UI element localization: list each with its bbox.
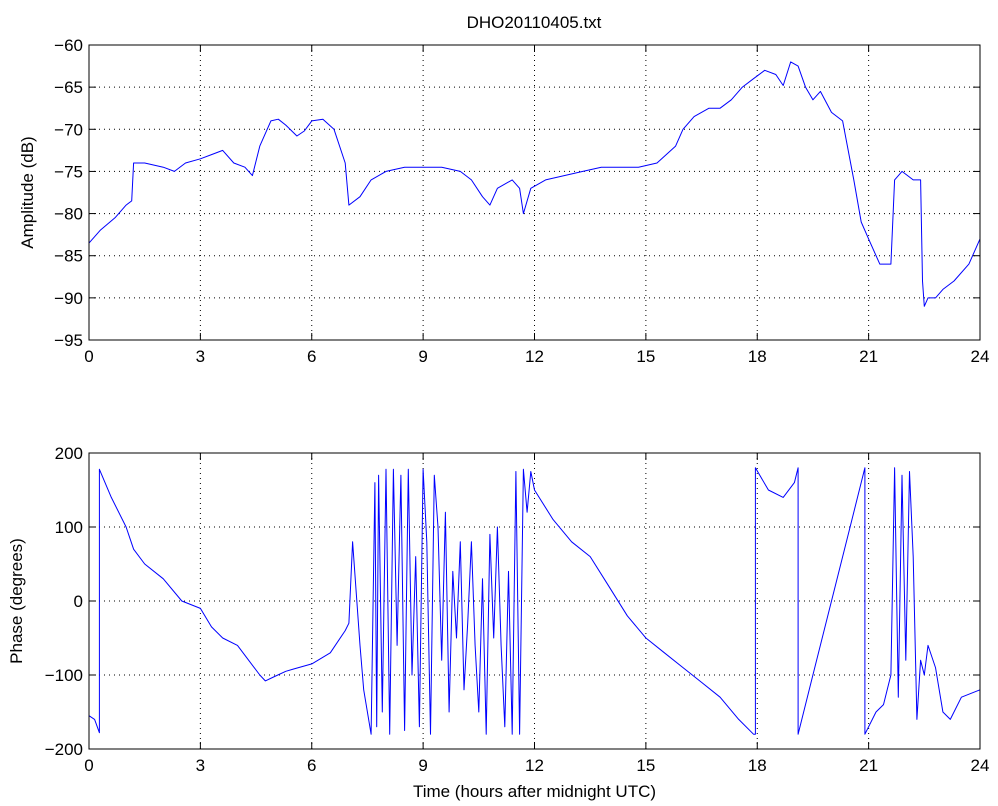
amplitude-chart: 0 3 6 9 12 15 18 21 24 −95 −90 −85 −80 −75 −70 −65 −60 Am…	[18, 36, 989, 366]
amplitude-x-tick-label: 6	[307, 347, 316, 366]
amplitude-x-tick-label: 0	[84, 347, 93, 366]
amplitude-x-tick-label: 12	[525, 347, 544, 366]
amplitude-x-tick-label: 18	[748, 347, 767, 366]
phase-x-tick-label: 9	[418, 756, 427, 775]
amplitude-y-tick-label: −60	[54, 36, 83, 55]
amplitude-x-tick-label: 24	[971, 347, 990, 366]
phase-x-axis-label: Time (hours after midnight UTC)	[413, 782, 656, 801]
phase-y-tick-label: 100	[55, 518, 83, 537]
phase-y-axis-label: Phase (degrees)	[7, 538, 26, 664]
amplitude-series-line	[88, 61, 981, 307]
amplitude-y-tick-label: −90	[54, 289, 83, 308]
phase-y-tick-label: −200	[45, 740, 83, 759]
phase-series-line	[88, 467, 981, 735]
phase-y-tick-label: −100	[45, 666, 83, 685]
amplitude-x-tick-label: 15	[636, 347, 655, 366]
phase-x-tick-label: 24	[971, 756, 990, 775]
amplitude-y-tick-label: −70	[54, 120, 83, 139]
amplitude-y-axis-label: Amplitude (dB)	[18, 136, 37, 248]
amplitude-y-tick-label: −75	[54, 162, 83, 181]
phase-x-tick-label: 15	[636, 756, 655, 775]
phase-x-tick-label: 6	[307, 756, 316, 775]
amplitude-y-tick-label: −65	[54, 78, 83, 97]
phase-x-tick-label: 21	[859, 756, 878, 775]
amplitude-y-tick-label: −85	[54, 247, 83, 266]
phase-x-tick-label: 3	[196, 756, 205, 775]
amplitude-x-tick-label: 21	[859, 347, 878, 366]
amplitude-x-tick-label: 3	[196, 347, 205, 366]
phase-chart: 0 3 6 9 12 15 18 21 24 −200 −100 0 100 200 Phase (degr…	[7, 444, 989, 801]
amplitude-y-tick-label: −80	[54, 205, 83, 224]
phase-y-tick-label: 0	[74, 592, 83, 611]
amplitude-x-tick-label: 9	[418, 347, 427, 366]
phase-x-tick-label: 12	[525, 756, 544, 775]
chart-title: DHO20110405.txt	[467, 13, 602, 32]
phase-x-tick-label: 0	[84, 756, 93, 775]
amplitude-y-tick-label: −95	[54, 331, 83, 350]
phase-x-tick-label: 18	[748, 756, 767, 775]
phase-y-tick-label: 200	[55, 444, 83, 463]
